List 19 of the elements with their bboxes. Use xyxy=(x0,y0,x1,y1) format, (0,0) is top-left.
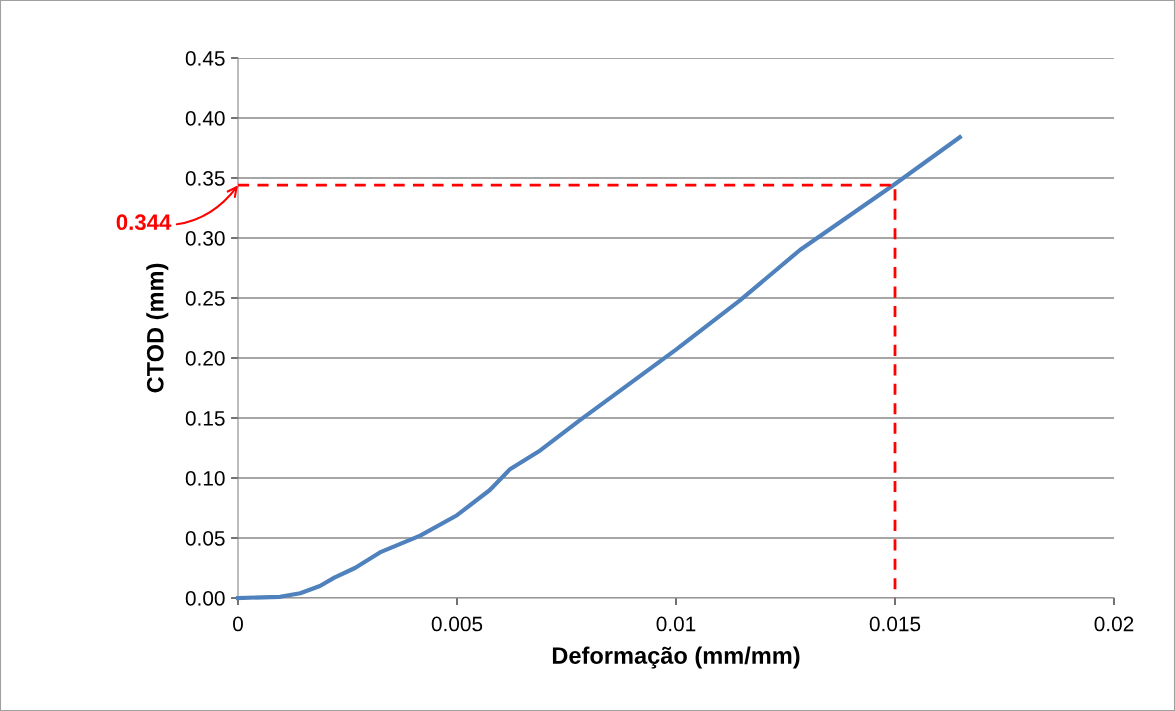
y-axis-title: CTOD (mm) xyxy=(146,263,169,393)
annotation: 0.344 xyxy=(116,214,172,231)
y-tick-label: 0.30 xyxy=(185,231,225,246)
y-tick-label: 0.20 xyxy=(185,351,225,366)
x-tick-label: 0.015 xyxy=(869,616,921,632)
x-tick-label: 0.02 xyxy=(1094,616,1134,632)
y-tick-label: 0.40 xyxy=(185,111,225,126)
y-tick-label: 0.25 xyxy=(185,291,225,306)
line-series xyxy=(235,135,962,601)
x-tick-label: 0.01 xyxy=(656,616,696,632)
y-tick-label: 0.15 xyxy=(185,411,225,426)
x-tick-label: 0 xyxy=(233,616,243,632)
x-axis-title: Deformação (mm/mm) xyxy=(552,646,800,669)
y-tick-label: 0.45 xyxy=(185,51,225,66)
y-tick-label: 0.35 xyxy=(185,171,225,186)
y-tick-label: 0.00 xyxy=(185,591,225,606)
y-tick-label: 0.05 xyxy=(185,531,225,546)
x-tick-label: 0.005 xyxy=(431,616,483,632)
y-tick-label: 0.10 xyxy=(185,471,225,486)
